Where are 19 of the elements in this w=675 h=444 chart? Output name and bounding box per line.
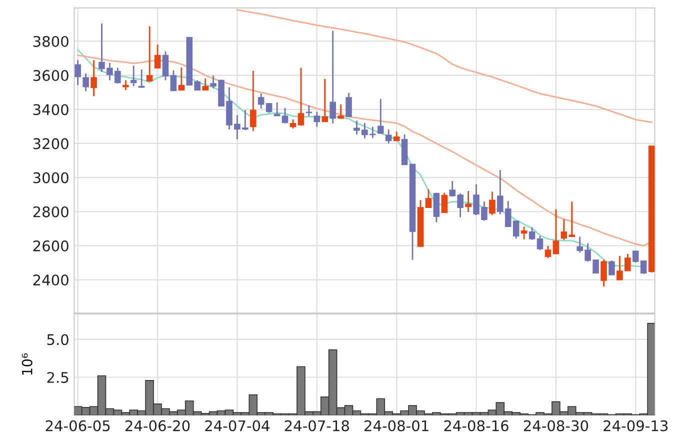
y-tick-label: 2800	[33, 206, 68, 218]
x-tick-label: 24-08-16	[444, 420, 508, 432]
y-tick-label: 3600	[33, 70, 68, 82]
y-axis-title: 10⁶	[22, 353, 32, 375]
x-tick-label: 24-06-05	[46, 420, 110, 432]
y-tick-label: 5.0	[47, 334, 68, 346]
y-tick-label: 3200	[33, 138, 68, 150]
y-tick-label: 2600	[33, 240, 68, 252]
x-tick-label: 24-08-01	[364, 420, 428, 432]
x-tick-label: 24-06-20	[125, 420, 190, 432]
y-tick-label: 2.5	[47, 372, 68, 383]
x-tick-label: 24-08-30	[524, 420, 588, 432]
y-tick-label: 3000	[33, 172, 68, 184]
x-tick-label: 24-09-13	[604, 420, 668, 432]
y-tick-label: 3400	[33, 104, 68, 116]
x-tick-label: 24-07-18	[284, 420, 349, 432]
x-tick-label: 24-07-04	[205, 420, 270, 432]
y-tick-label: 2400	[33, 274, 68, 286]
y-tick-label: 3800	[33, 36, 68, 47]
